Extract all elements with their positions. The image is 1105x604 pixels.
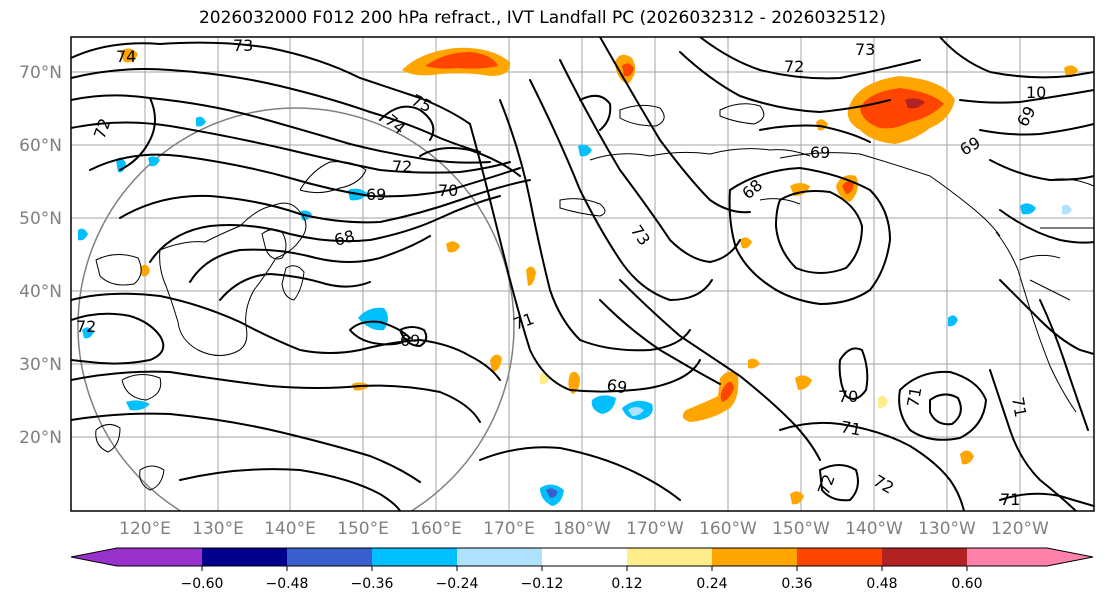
contour-label: 72 (392, 157, 412, 176)
colorbar-segment (797, 548, 882, 566)
lat-label: 20°N (19, 428, 62, 448)
contour-lines (71, 37, 1094, 511)
contour-label: 70 (438, 181, 458, 200)
colorbar-outline (70, 547, 1094, 567)
colorbar-segment (712, 548, 797, 566)
colorbar-tick-label: −0.60 (181, 576, 224, 592)
colorbar-tick-label: −0.48 (266, 576, 309, 592)
colorbar-tick-label: −0.12 (521, 576, 564, 592)
colorbar-segment (372, 548, 457, 566)
colorbar-tick-label: 0.48 (866, 576, 897, 592)
contour-label: 69 (400, 331, 420, 350)
contour-label: 72 (76, 317, 96, 336)
contour-label: 69 (810, 143, 830, 162)
shaded-anomalies (78, 47, 1078, 506)
lon-label: 130°E (192, 519, 244, 539)
latitude-labels: 70°N 60°N 50°N 40°N 30°N 20°N (19, 63, 62, 448)
map-border (70, 36, 1095, 512)
colorbar-tick-label: 0.60 (951, 576, 982, 592)
map-title: 2026032000 F012 200 hPa refract., IVT La… (198, 8, 886, 28)
lon-label: 150°E (337, 519, 389, 539)
colorbar-segment (457, 548, 542, 566)
lat-label: 50°N (19, 209, 62, 229)
lon-label: 120°E (119, 519, 171, 539)
colorbar-segment (542, 548, 627, 566)
contour-label: 68 (332, 226, 357, 250)
colorbar-segment (1047, 548, 1093, 566)
contour-label: 71 (1000, 490, 1020, 509)
colorbar-segment (71, 548, 117, 566)
contour-label: 73 (855, 40, 875, 59)
contour-label: 71 (1008, 395, 1030, 418)
lon-label: 170°W (626, 519, 684, 539)
lon-label: 170°E (483, 519, 535, 539)
contour-label: 10 (1026, 83, 1046, 102)
lon-label: 140°E (264, 519, 316, 539)
colorbar-segment (287, 548, 372, 566)
lat-label: 30°N (19, 355, 62, 375)
contour-label: 74 (116, 47, 136, 66)
lon-label: 130°W (918, 519, 976, 539)
lon-label: 150°W (772, 519, 830, 539)
colorbar-tick-label: 0.24 (696, 576, 727, 592)
colorbar-tick-label: −0.24 (436, 576, 479, 592)
lon-label: 160°W (699, 519, 757, 539)
lat-label: 40°N (19, 282, 62, 302)
contour-label: 69 (366, 185, 386, 204)
colorbar-segment (117, 548, 202, 566)
colorbar-segment (202, 548, 287, 566)
lon-label: 140°W (845, 519, 903, 539)
colorbar: −0.60 −0.48 −0.36 −0.24 −0.12 0.12 0.24 … (70, 547, 1094, 592)
colorbar-tick-label: 0.12 (611, 576, 642, 592)
colorbar-segment (967, 548, 1047, 566)
lon-label: 120°W (991, 519, 1049, 539)
contour-label: 70 (838, 387, 858, 406)
contour-label: 72 (784, 57, 804, 76)
range-circle (77, 107, 515, 511)
colorbar-segment (627, 548, 712, 566)
contour-label: 73 (233, 36, 253, 55)
lon-label: 160°E (410, 519, 462, 539)
colorbar-segment (882, 548, 967, 566)
lat-label: 60°N (19, 136, 62, 156)
longitude-labels: 120°E 130°E 140°E 150°E 160°E 170°E 180°… (119, 519, 1049, 539)
colorbar-tick-label: −0.36 (351, 576, 394, 592)
contour-label: 71 (839, 417, 862, 439)
contour-label: 69 (605, 375, 628, 397)
colorbar-tick-label: 0.36 (781, 576, 812, 592)
lon-label: 180°W (553, 519, 611, 539)
contour-label: 71 (903, 385, 925, 408)
lat-label: 70°N (19, 63, 62, 83)
